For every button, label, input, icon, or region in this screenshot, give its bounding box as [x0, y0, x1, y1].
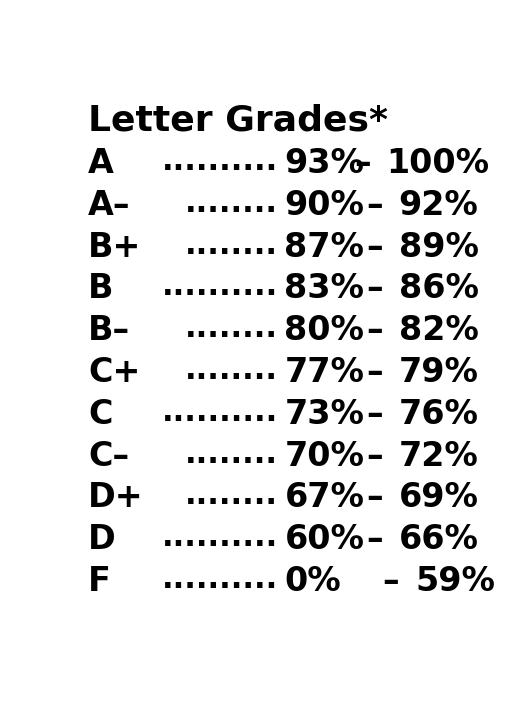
Text: B–: B–	[89, 314, 131, 348]
Text: –: –	[366, 440, 383, 472]
Text: 76%: 76%	[399, 398, 479, 431]
Text: D+: D+	[89, 482, 144, 515]
Text: 69%: 69%	[399, 482, 479, 515]
Text: F: F	[89, 565, 111, 598]
Text: ..........: ..........	[162, 523, 278, 552]
Text: ........: ........	[186, 231, 278, 259]
Text: 100%: 100%	[386, 147, 490, 180]
Text: 72%: 72%	[399, 440, 479, 472]
Text: 92%: 92%	[399, 189, 479, 222]
Text: D: D	[89, 523, 116, 556]
Text: C: C	[89, 398, 113, 431]
Text: –: –	[366, 272, 383, 305]
Text: 82%: 82%	[399, 314, 479, 348]
Text: 67%: 67%	[285, 482, 364, 515]
Text: –: –	[383, 565, 399, 598]
Text: 60%: 60%	[285, 523, 364, 556]
Text: 86%: 86%	[399, 272, 479, 305]
Text: 77%: 77%	[285, 356, 364, 389]
Text: 66%: 66%	[399, 523, 479, 556]
Text: –: –	[366, 398, 383, 431]
Text: A–: A–	[89, 189, 131, 222]
Text: 79%: 79%	[399, 356, 479, 389]
Text: –: –	[366, 482, 383, 515]
Text: B: B	[89, 272, 114, 305]
Text: –: –	[366, 189, 383, 222]
Text: –: –	[354, 147, 370, 180]
Text: –: –	[366, 231, 383, 264]
Text: ..........: ..........	[162, 398, 278, 427]
Text: 90%: 90%	[285, 189, 364, 222]
Text: Letter Grades*: Letter Grades*	[89, 104, 388, 137]
Text: B+: B+	[89, 231, 142, 264]
Text: ..........: ..........	[162, 147, 278, 176]
Text: C–: C–	[89, 440, 130, 472]
Text: 89%: 89%	[399, 231, 479, 264]
Text: ........: ........	[186, 440, 278, 469]
Text: –: –	[366, 523, 383, 556]
Text: 0%: 0%	[285, 565, 341, 598]
Text: 73%: 73%	[285, 398, 364, 431]
Text: –: –	[366, 356, 383, 389]
Text: 70%: 70%	[285, 440, 364, 472]
Text: C+: C+	[89, 356, 141, 389]
Text: –: –	[366, 314, 383, 348]
Text: 87%: 87%	[285, 231, 364, 264]
Text: ........: ........	[186, 356, 278, 385]
Text: ..........: ..........	[162, 565, 278, 594]
Text: ........: ........	[186, 189, 278, 218]
Text: ........: ........	[186, 314, 278, 343]
Text: ........: ........	[186, 482, 278, 510]
Text: 80%: 80%	[285, 314, 364, 348]
Text: 93%: 93%	[285, 147, 364, 180]
Text: ..........: ..........	[162, 272, 278, 302]
Text: 59%: 59%	[415, 565, 495, 598]
Text: A: A	[89, 147, 114, 180]
Text: 83%: 83%	[285, 272, 364, 305]
